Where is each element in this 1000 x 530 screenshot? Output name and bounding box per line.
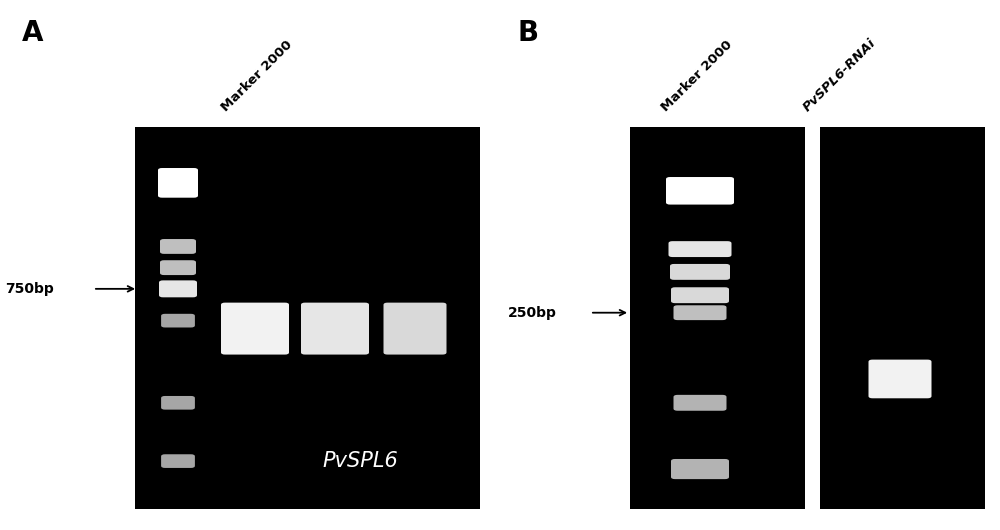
FancyBboxPatch shape — [160, 239, 196, 254]
Bar — [630, 127, 805, 509]
Text: PvSPL6-RNAi: PvSPL6-RNAi — [801, 36, 879, 114]
Text: 750bp: 750bp — [5, 282, 54, 296]
FancyBboxPatch shape — [158, 168, 198, 198]
Text: Marker 2000: Marker 2000 — [219, 38, 295, 114]
FancyBboxPatch shape — [383, 303, 446, 355]
FancyBboxPatch shape — [161, 396, 195, 410]
Text: 250bp: 250bp — [508, 306, 557, 320]
FancyBboxPatch shape — [671, 287, 729, 303]
FancyBboxPatch shape — [160, 260, 196, 275]
Text: B: B — [518, 19, 539, 47]
FancyBboxPatch shape — [674, 305, 726, 320]
Bar — [820, 127, 985, 509]
Text: A: A — [22, 19, 44, 47]
FancyBboxPatch shape — [666, 177, 734, 205]
FancyBboxPatch shape — [159, 280, 197, 297]
FancyBboxPatch shape — [161, 454, 195, 468]
FancyBboxPatch shape — [301, 303, 369, 355]
Bar — [135, 127, 480, 509]
FancyBboxPatch shape — [221, 303, 289, 355]
FancyBboxPatch shape — [671, 459, 729, 479]
FancyBboxPatch shape — [161, 314, 195, 328]
Text: Marker 2000: Marker 2000 — [659, 38, 735, 114]
FancyBboxPatch shape — [670, 264, 730, 280]
FancyBboxPatch shape — [868, 360, 932, 399]
FancyBboxPatch shape — [674, 395, 726, 411]
FancyBboxPatch shape — [668, 241, 732, 257]
Text: PvSPL6: PvSPL6 — [322, 451, 398, 471]
